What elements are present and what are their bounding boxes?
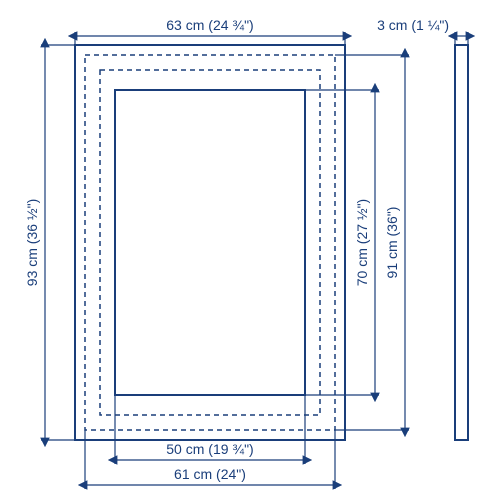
front-inner-frame — [115, 90, 305, 395]
dimension-diagram: 63 cm (24 ¾") 3 cm (1 ¼") 93 cm (36 ½") 70 … — [0, 0, 500, 500]
side-profile — [455, 45, 468, 440]
label-bottom-outer: 61 cm (24") — [174, 466, 246, 482]
label-bottom-inner: 50 cm (19 ¾") — [166, 441, 253, 457]
label-right-inner: 70 cm (27 ½") — [354, 199, 370, 286]
front-dashed-outer — [85, 55, 335, 430]
label-left-outer: 93 cm (36 ½") — [24, 199, 40, 286]
label-top-depth: 3 cm (1 ¼") — [377, 17, 449, 33]
front-dashed-inner — [100, 70, 320, 415]
label-right-dashed: 91 cm (36") — [384, 207, 400, 279]
label-top-outer: 63 cm (24 ¾") — [166, 17, 253, 33]
